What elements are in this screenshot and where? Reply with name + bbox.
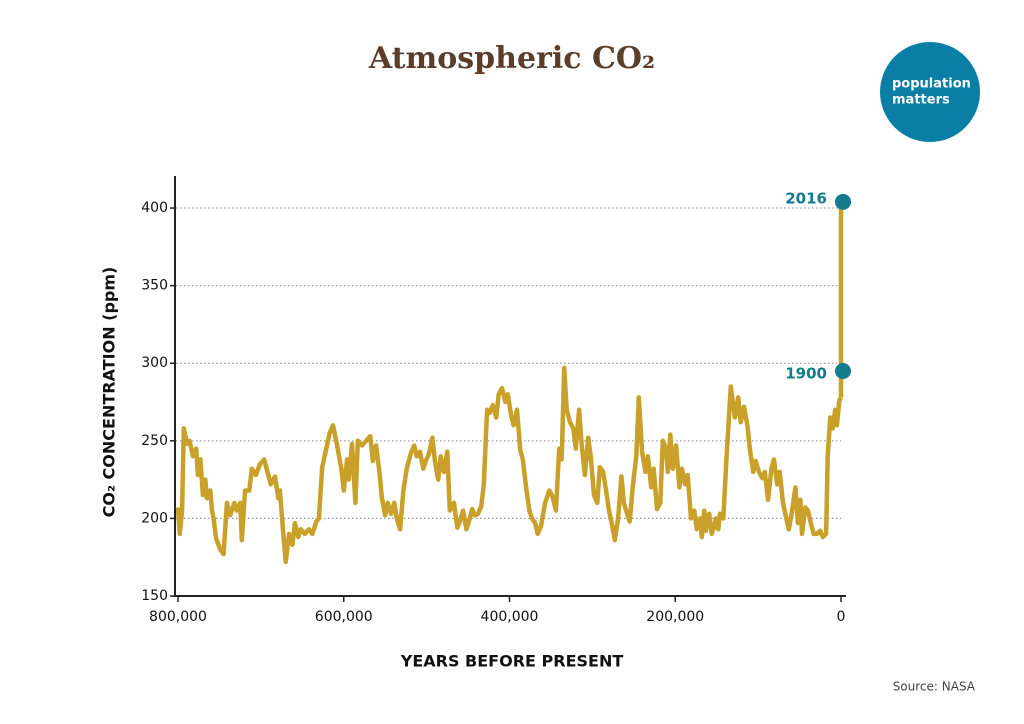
x-tick-label: 0 <box>837 609 846 625</box>
x-axis-label: YEARS BEFORE PRESENT <box>400 652 624 671</box>
y-tick-label: 350 <box>141 278 168 294</box>
y-tick-label: 300 <box>141 355 168 371</box>
y-axis-label: CO₂ CONCENTRATION (ppm) <box>100 267 119 518</box>
logo-text: matters <box>892 93 950 108</box>
x-tick-label: 600,000 <box>315 609 373 625</box>
annotation-label: 2016 <box>785 189 827 207</box>
y-tick-label: 250 <box>141 433 168 449</box>
x-tick-label: 800,000 <box>149 609 207 625</box>
y-tick-label: 200 <box>141 510 168 526</box>
y-tick-label: 400 <box>141 200 168 216</box>
x-tick-label: 200,000 <box>646 609 704 625</box>
y-tick-label: 150 <box>141 588 168 604</box>
logo-text: population <box>892 77 971 92</box>
annotation-dot <box>835 362 851 379</box>
source: Source: NASA <box>893 680 976 694</box>
data-line <box>175 365 843 565</box>
annotation-dot <box>835 193 851 210</box>
x-tick-label: 400,000 <box>481 609 539 625</box>
chart-title: Atmospheric CO₂ <box>368 41 655 76</box>
logo-circle <box>880 42 980 142</box>
annotation-label: 1900 <box>785 364 827 382</box>
